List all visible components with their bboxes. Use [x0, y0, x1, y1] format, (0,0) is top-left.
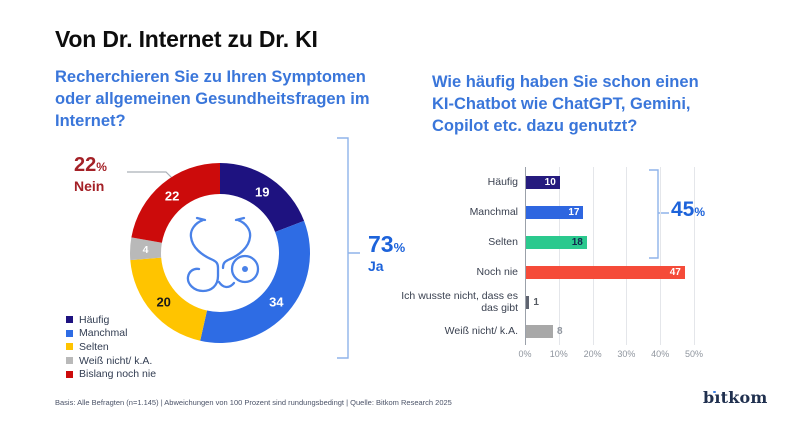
- bar-gridline: [694, 167, 695, 345]
- left-question: Recherchieren Sie zu Ihren Symptomen ode…: [55, 66, 415, 132]
- x-tick-label: 50%: [684, 349, 704, 359]
- x-tick-label: 10%: [549, 349, 568, 359]
- donut-segment-value: 20: [156, 294, 170, 309]
- bar-value-label: 10: [544, 176, 556, 188]
- bar-category-label: Weiß nicht/ k.A.: [444, 324, 518, 337]
- bar: [526, 295, 530, 309]
- bar-category-label: Häufig: [487, 175, 518, 188]
- 45-percent-sign: %: [694, 205, 706, 219]
- bar: 10: [526, 175, 560, 189]
- x-tick-label: 30%: [617, 349, 636, 359]
- x-tick-label: 40%: [651, 349, 670, 359]
- legend-label: Manchmal: [79, 327, 128, 340]
- bar: 47: [526, 265, 685, 279]
- legend-label: Bislang noch nie: [79, 368, 157, 381]
- 45-value: 45: [671, 198, 695, 221]
- legend-item: Häufig: [66, 313, 156, 327]
- ja-value: 73: [368, 231, 394, 257]
- right-question-line: Copilot etc. dazu genutzt?: [432, 117, 638, 135]
- bar: 17: [526, 205, 584, 219]
- logo-i-dot: [713, 390, 717, 394]
- bar: 18: [526, 235, 587, 249]
- bar-category-label: Ich wusste nicht, dass es das gibt: [401, 289, 518, 314]
- bar-gridline: [558, 167, 560, 345]
- bar-category-label: Manchmal: [469, 205, 518, 218]
- legend-label: Selten: [79, 340, 109, 353]
- bar-gridline: [626, 167, 628, 345]
- donut-segment-value: 34: [269, 294, 284, 309]
- bar-value-label: 17: [568, 206, 580, 218]
- nein-callout: 22% Nein: [74, 155, 107, 194]
- legend-item: Manchmal: [66, 327, 156, 341]
- bar-value-label: 18: [571, 236, 583, 248]
- legend-swatch: [66, 370, 73, 378]
- legend-label: Weiß nicht/ k.A.: [79, 354, 153, 367]
- donut-segment-value: 19: [255, 184, 269, 199]
- x-tick-label: 0%: [518, 349, 532, 359]
- ja-bracket: [337, 137, 360, 359]
- left-question-line: oder allgemeinen Gesundheitsfragen im: [55, 90, 370, 108]
- nein-label: Nein: [74, 178, 105, 194]
- bar-value-label: 8: [557, 326, 563, 337]
- donut-segment-value: 4: [143, 244, 149, 256]
- x-tick-label: 20%: [583, 349, 602, 359]
- bar-gridline: [660, 167, 662, 345]
- legend-item: Weiß nicht/ k.A.: [66, 354, 156, 368]
- donut-segment: [130, 257, 208, 341]
- donut-segment: [220, 163, 305, 232]
- donut-segment-value: 22: [165, 189, 179, 204]
- right-question-line: KI-Chatbot wie ChatGPT, Gemini,: [432, 95, 691, 113]
- right-question: Wie häufig haben Sie schon einen KI-Chat…: [432, 71, 772, 137]
- 45-callout: 45%: [671, 198, 705, 222]
- nein-percent-sign: %: [96, 160, 107, 174]
- donut-segment: [130, 237, 162, 261]
- donut-legend: Häufig Manchmal Selten Weiß nicht/ k.A. Bisl…: [66, 313, 156, 381]
- logo-text-part1: b: [703, 388, 715, 407]
- legend-swatch: [66, 316, 73, 324]
- left-question-line: Internet?: [55, 112, 126, 130]
- bar-value-label: 47: [669, 266, 681, 278]
- nein-value: 22: [74, 154, 97, 176]
- left-question-line: Recherchieren Sie zu Ihren Symptomen: [55, 68, 366, 86]
- donut-chart: 19 34 20 4 22: [130, 163, 310, 343]
- legend-swatch: [66, 329, 73, 337]
- donut-segment: [200, 220, 310, 343]
- legend-item: Selten: [66, 340, 156, 354]
- legend-swatch: [66, 357, 73, 365]
- bitkom-logo: bıtkom: [703, 388, 768, 407]
- legend-label: Häufig: [79, 313, 110, 326]
- ja-label: Ja: [368, 257, 384, 274]
- page-title: Von Dr. Internet zu Dr. KI: [55, 26, 318, 52]
- bar-gridline: [592, 167, 594, 345]
- legend-swatch: [66, 343, 73, 351]
- bar-value-label: 1: [533, 297, 539, 308]
- donut-segment: [131, 163, 220, 243]
- ja-percent-sign: %: [393, 240, 406, 255]
- right-question-line: Wie häufig haben Sie schon einen: [432, 73, 699, 91]
- logo-text-part2: ıtkom: [714, 388, 768, 407]
- stethoscope-icon: [186, 216, 260, 293]
- bar: [526, 324, 554, 338]
- bar-axis-line: [525, 167, 526, 345]
- legend-item: Bislang noch nie: [66, 367, 156, 381]
- source-note: Basis: Alle Befragten (n=1.145) | Abweic…: [55, 398, 452, 407]
- 45-bracket: [649, 169, 669, 259]
- ja-callout: 73% Ja: [368, 232, 405, 273]
